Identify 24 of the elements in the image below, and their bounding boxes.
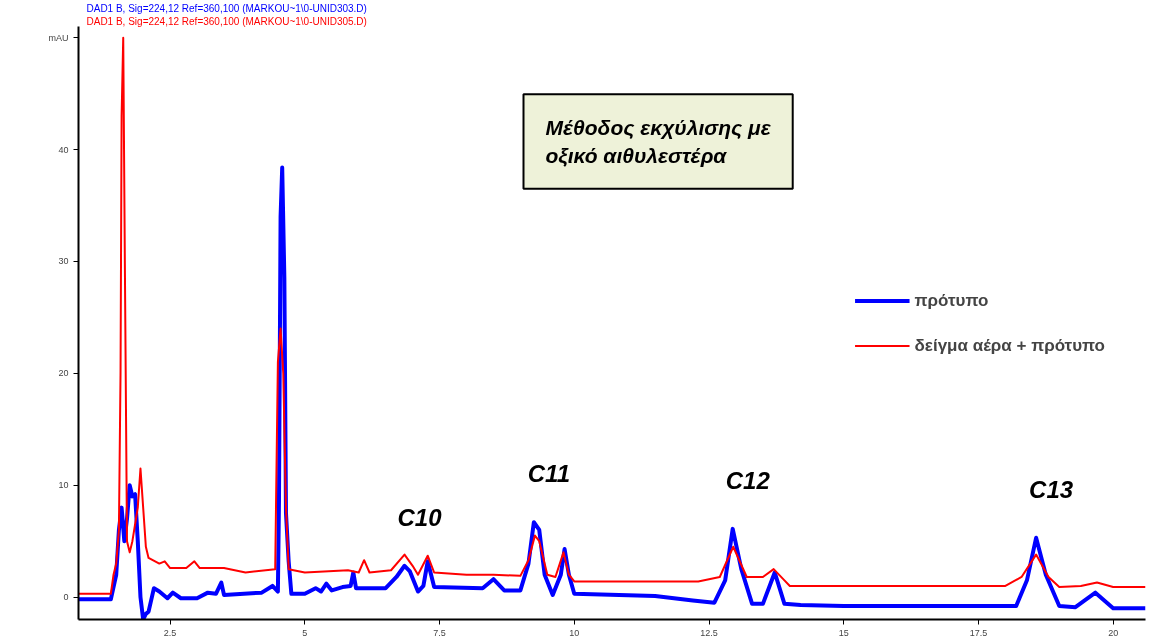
x-tick-label: 5 [302, 627, 308, 638]
line-series [78, 36, 1146, 595]
x-tick-label: 2.5 [163, 627, 177, 638]
legend-label: πρότυπο [914, 290, 989, 310]
chart-subtitle: DAD1 B, Sig=224,12 Ref=360,100 (MARKOU~1\0-UNID305.D) [86, 15, 367, 27]
legend-label: δείγμα αέρα + πρότυπο [914, 335, 1105, 355]
x-tick-label: 12.5 [700, 627, 718, 638]
annotation: C13 [1029, 475, 1074, 503]
y-tick-label: 30 [58, 256, 69, 267]
x-tick-label: 17.5 [969, 627, 988, 638]
annotation: C12 [725, 466, 771, 494]
x-tick-label: 15 [838, 627, 849, 638]
x-tick-label: 20 [1108, 627, 1119, 638]
annotation: Μέθοδος εκχύλισης με οξικό αιθυλεστέρα [545, 116, 772, 167]
y-tick-label: 10 [58, 480, 69, 491]
annotation: C10 [397, 503, 443, 531]
y-tick-label: 20 [58, 368, 69, 379]
annotation: C11 [527, 460, 570, 488]
x-tick-label: 10 [569, 627, 580, 638]
y-tick-label: 40 [58, 144, 69, 155]
y-tick-label: mAU [48, 32, 69, 43]
x-tick-label: 7.5 [433, 627, 446, 638]
y-tick-label: 0 [63, 592, 69, 603]
chart-title: DAD1 B, Sig=224,12 Ref=360,100 (MARKOU~1\0-UNID303.D) [86, 2, 367, 14]
